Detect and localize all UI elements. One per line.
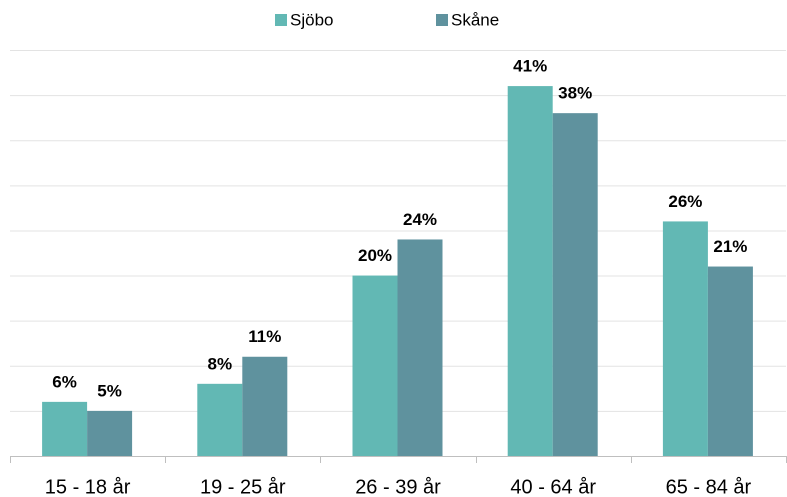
data-label: 11% xyxy=(248,327,281,346)
bar xyxy=(707,266,753,456)
bar xyxy=(662,221,708,456)
bar xyxy=(87,410,133,456)
data-label: 20% xyxy=(358,246,392,265)
data-label: 5% xyxy=(97,381,122,400)
bar xyxy=(352,275,398,456)
x-tick-label: 26 - 39 år xyxy=(355,476,441,497)
data-label: 6% xyxy=(52,372,77,391)
bar xyxy=(552,113,598,457)
legend-label: Sjöbo xyxy=(290,10,333,29)
x-tick-label: 15 - 18 år xyxy=(45,476,131,497)
bar xyxy=(42,401,88,456)
x-tick-label: 65 - 84 år xyxy=(666,476,752,497)
x-tick-label: 19 - 25 år xyxy=(200,476,286,497)
bar xyxy=(242,356,288,456)
legend-swatch xyxy=(275,14,287,26)
bar xyxy=(197,383,243,456)
bar xyxy=(397,239,443,456)
data-label: 8% xyxy=(208,354,233,373)
data-label: 41% xyxy=(513,57,547,76)
bar xyxy=(507,86,553,456)
data-label: 26% xyxy=(668,192,702,211)
data-label: 24% xyxy=(403,210,437,229)
legend-swatch xyxy=(436,14,448,26)
data-label: 21% xyxy=(713,237,747,256)
data-label: 38% xyxy=(558,84,592,103)
legend-label: Skåne xyxy=(451,10,499,29)
x-tick-label: 40 - 64 år xyxy=(510,476,596,497)
